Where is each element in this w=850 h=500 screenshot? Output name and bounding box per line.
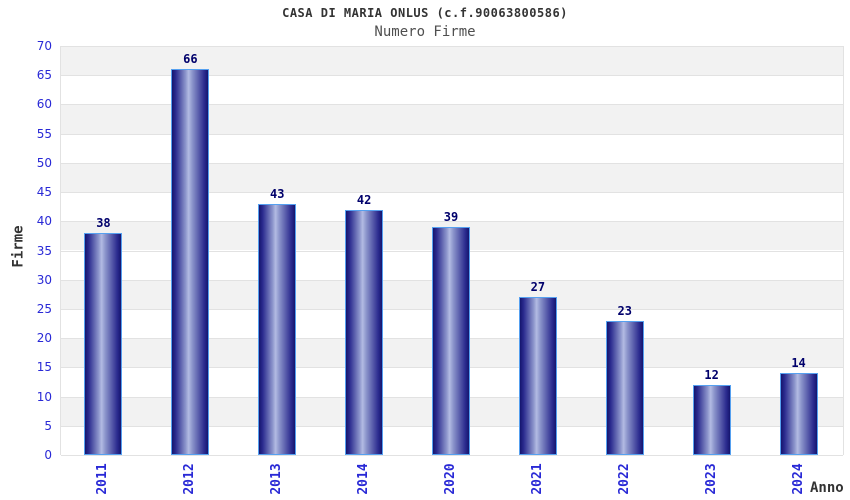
y-tick-label: 0 bbox=[44, 448, 52, 462]
y-tick-label: 20 bbox=[36, 331, 52, 346]
bar-2024 bbox=[779, 373, 818, 455]
x-tick-label: 2011 bbox=[95, 463, 111, 495]
y-tick-label: 55 bbox=[36, 126, 52, 141]
gridline bbox=[61, 75, 843, 77]
bar-value-label: 23 bbox=[617, 303, 632, 318]
bar-value-label: 14 bbox=[791, 356, 806, 371]
y-tick-label: 25 bbox=[36, 301, 52, 316]
x-tick-label: 2024 bbox=[790, 463, 806, 495]
gridline bbox=[61, 221, 843, 223]
y-tick-label: 30 bbox=[36, 272, 52, 287]
x-tick-label: 2013 bbox=[269, 463, 285, 495]
bar-value-label: 38 bbox=[96, 215, 111, 230]
bar-value-label: 27 bbox=[530, 280, 546, 295]
x-tick-label: 2014 bbox=[356, 463, 372, 495]
gridline bbox=[61, 162, 843, 164]
y-tick-label: 50 bbox=[36, 155, 52, 170]
y-tick-label: 10 bbox=[36, 389, 52, 404]
chart-title: CASA DI MARIA ONLUS (c.f.90063800586) bbox=[282, 6, 568, 20]
bar-2021 bbox=[518, 297, 557, 455]
bar-value-label: 42 bbox=[356, 192, 372, 207]
bar-2022 bbox=[605, 320, 644, 455]
x-tick-label: 2012 bbox=[182, 463, 198, 495]
y-tick-label: 45 bbox=[36, 185, 52, 200]
y-tick-label: 65 bbox=[36, 68, 52, 83]
gridline bbox=[61, 133, 843, 135]
x-tick-label: 2023 bbox=[703, 463, 719, 495]
gridline bbox=[61, 455, 843, 456]
gridline bbox=[61, 192, 843, 194]
bar-value-label: 43 bbox=[269, 186, 285, 201]
gridline bbox=[61, 46, 843, 47]
bar-2013 bbox=[258, 203, 297, 455]
gridline bbox=[61, 104, 843, 106]
bar-2014 bbox=[345, 209, 384, 455]
bar-value-label: 66 bbox=[183, 52, 198, 67]
x-tick-label: 2022 bbox=[616, 463, 632, 495]
bar-2020 bbox=[432, 227, 470, 455]
bar-2023 bbox=[692, 384, 731, 455]
bar-value-label: 12 bbox=[704, 367, 719, 382]
bar-2012 bbox=[171, 69, 210, 455]
y-tick-label: 60 bbox=[36, 97, 52, 112]
x-axis-label: Anno bbox=[810, 480, 844, 496]
x-tick-label: 2020 bbox=[443, 463, 458, 495]
y-tick-label: 35 bbox=[36, 243, 52, 258]
bar-2011 bbox=[84, 232, 123, 455]
bar-value-label: 39 bbox=[443, 210, 459, 225]
y-tick-label: 40 bbox=[36, 214, 52, 229]
y-tick-label: 15 bbox=[36, 360, 52, 375]
y-tick-label: 70 bbox=[36, 39, 52, 53]
y-tick-label: 5 bbox=[44, 418, 52, 433]
x-tick-label: 2021 bbox=[529, 463, 545, 495]
chart-subtitle: Numero Firme bbox=[374, 24, 476, 40]
